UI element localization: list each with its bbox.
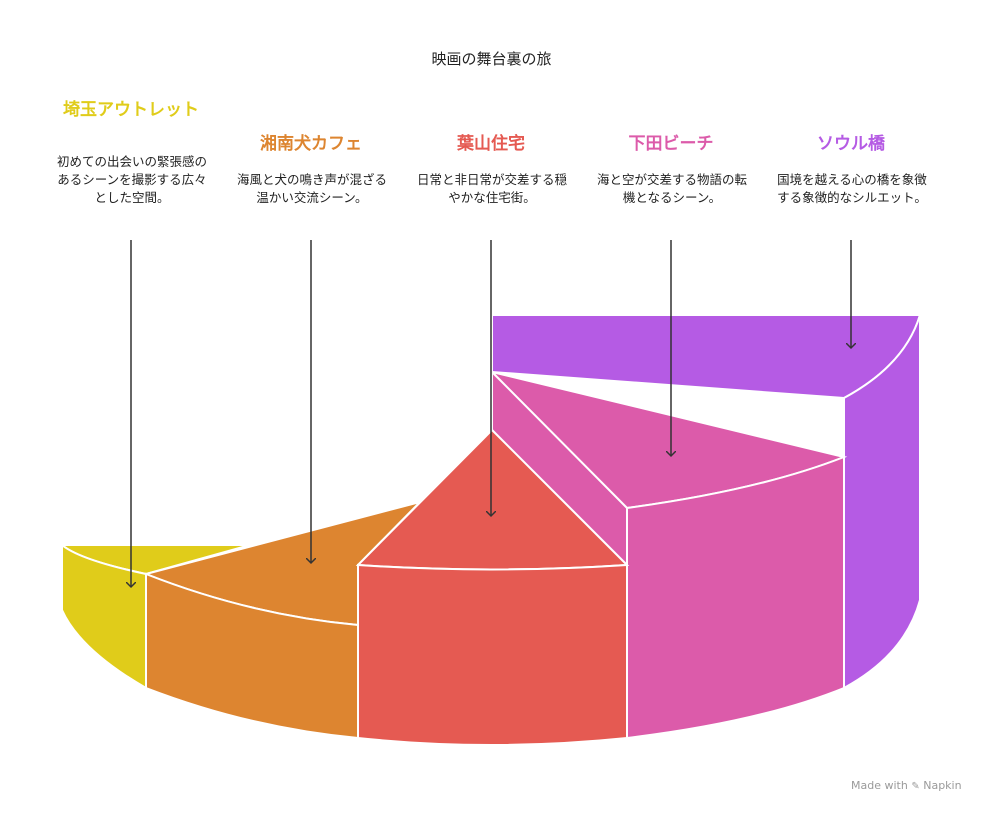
label-shimoda-beach: 下田ビーチ bbox=[628, 134, 714, 154]
desc-shonan-dog-cafe: 海風と犬の鳴き声が混ざる温かい交流シーン。 bbox=[236, 172, 387, 205]
desc-saitama-outlet: 初めての出会いの緊張感のあるシーンを撮影する広々とした空間。 bbox=[56, 154, 207, 205]
segment-hayama-house bbox=[355, 428, 630, 746]
made-with-napkin: Made with ✎ Napkin bbox=[851, 779, 962, 792]
napkin-logo-icon: ✎ bbox=[911, 781, 920, 792]
desc-seoul-bridge: 国境を越える心の橋を象徴する象徴的なシルエット。 bbox=[777, 172, 927, 205]
segment-shimoda-beach bbox=[488, 369, 848, 740]
desc-hayama-house: 日常と非日常が交差する穏やかな住宅街。 bbox=[416, 172, 567, 205]
segment-seoul-bridge bbox=[491, 314, 922, 690]
segment-saitama-outlet bbox=[59, 542, 251, 690]
segment-shonan-dog-cafe bbox=[142, 500, 424, 740]
label-seoul-bridge: ソウル橋 bbox=[817, 134, 885, 154]
desc-shimoda-beach: 海と空が交差する物語の転機となるシーン。 bbox=[596, 172, 747, 205]
label-saitama-outlet: 埼玉アウトレット bbox=[63, 100, 199, 120]
footer-napkin: Napkin bbox=[923, 779, 962, 792]
label-hayama-house: 葉山住宅 bbox=[457, 134, 525, 154]
footer-made-with: Made with bbox=[851, 779, 908, 792]
label-shonan-dog-cafe: 湘南犬カフェ bbox=[260, 134, 362, 154]
diagram-title: 映画の舞台裏の旅 bbox=[431, 50, 552, 68]
